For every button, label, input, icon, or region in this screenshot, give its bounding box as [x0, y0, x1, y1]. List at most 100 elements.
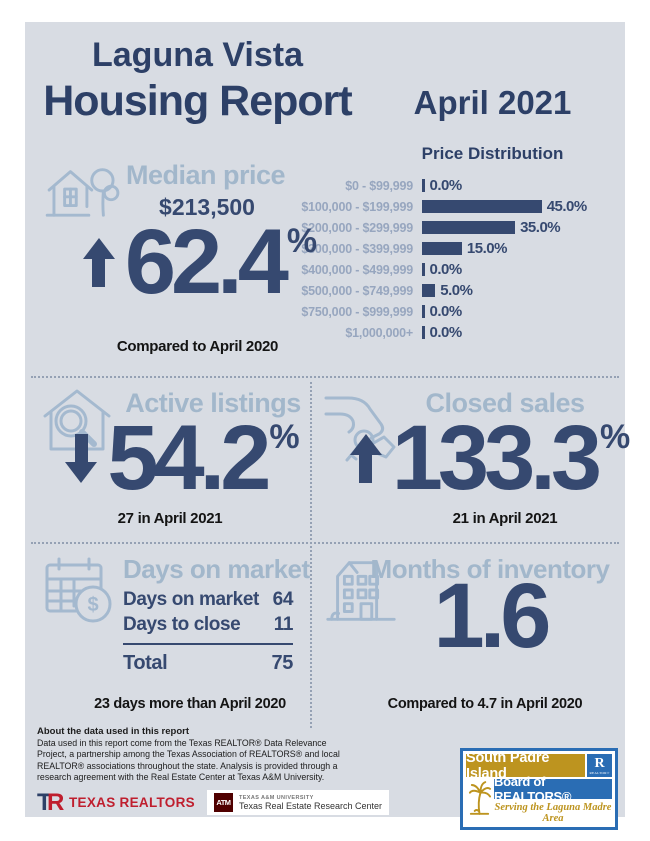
row-label: Days on market	[123, 589, 259, 610]
chart-bar	[422, 200, 542, 213]
months-of-inventory-stat: 1.6	[400, 570, 580, 662]
median-price-label: Median price	[126, 160, 286, 190]
tr-mark-r: R	[47, 788, 65, 816]
chart-bar	[422, 242, 462, 255]
tamu-research-center-logo: ATM TEXAS A&M UNIVERSITY Texas Real Esta…	[206, 790, 390, 815]
chart-category-label: $300,000 - $399,999	[301, 241, 413, 256]
chart-bar	[422, 326, 425, 339]
chart-value-label: 15.0%	[466, 240, 508, 257]
row-value: 11	[273, 613, 294, 635]
chart-value-label: 0.0%	[429, 261, 463, 278]
south-padre-island-board-badge: South Padre Island R REALTOR® Board of R…	[460, 748, 618, 830]
divider-vertical	[310, 382, 312, 728]
price-distribution-chart: $0 - $99,999 0.0% $100,000 - $199,999 45.0%…	[250, 175, 622, 343]
chart-bar	[422, 263, 425, 276]
chart-category-label: $0 - $99,999	[345, 178, 413, 193]
table-row: Days to close 11	[123, 613, 293, 638]
chart-bar	[422, 221, 516, 234]
footer-logos: T R TEXAS REALTORS ATM TEXAS A&M UNIVERS…	[37, 788, 390, 816]
active-listings-note: 27 in April 2021	[117, 510, 223, 527]
median-price-note: Compared to April 2020	[116, 338, 279, 355]
house-magnifier-icon	[37, 384, 117, 462]
calendar-dollar-icon: $	[41, 554, 119, 626]
chart-row: $750,000 - $999,999 0.0%	[250, 301, 622, 322]
chart-category-label: $200,000 - $299,999	[301, 220, 413, 235]
days-on-market-label: Days on market	[123, 554, 310, 584]
chart-value-label: 5.0%	[440, 282, 473, 299]
table-total-row: Total 75	[123, 650, 293, 676]
chart-row: $300,000 - $399,999 15.0%	[250, 238, 622, 259]
median-price-percent-sign: %	[286, 222, 318, 260]
about-section: About the data used in this report Data …	[37, 726, 367, 784]
tamu-university-label: TEXAS A&M UNIVERSITY	[238, 794, 314, 801]
chart-category-label: $1,000,000+	[345, 325, 413, 340]
realtor-r-logo-icon: R REALTOR®	[587, 754, 612, 777]
months-of-inventory-value: 1.6	[433, 565, 552, 667]
chart-category-label: $400,000 - $499,999	[301, 262, 413, 277]
chart-row: $0 - $99,999 0.0%	[250, 175, 622, 196]
chart-row: $400,000 - $499,999 0.0%	[250, 259, 622, 280]
closed-sales-stat: 133.3 %	[349, 407, 630, 509]
badge-tagline: Serving the Laguna Madre Area	[494, 802, 612, 824]
up-arrow-icon	[82, 238, 115, 288]
chart-category-label: $750,000 - $999,999	[301, 304, 413, 319]
row-label: Days to close	[123, 613, 241, 635]
report-period: April 2021	[413, 84, 572, 121]
about-title: About the data used in this report	[37, 726, 190, 737]
realtor-r-letter: R	[594, 755, 605, 771]
chart-row: $200,000 - $299,999 35.0%	[250, 217, 622, 238]
chart-value-label: 0.0%	[429, 324, 463, 341]
palm-tree-icon	[468, 781, 492, 815]
texas-realtors-wordmark: TEXAS REALTORS	[69, 795, 195, 810]
price-distribution-title: Price Distribution	[421, 144, 564, 163]
realtor-r-caption: REALTOR®	[589, 770, 610, 775]
chart-category-label: $500,000 - $749,999	[301, 283, 413, 298]
chart-value-label: 0.0%	[429, 177, 463, 194]
chart-row: $500,000 - $749,999 5.0%	[250, 280, 622, 301]
badge-board-name: Board of REALTORS®	[494, 774, 612, 804]
about-text: Data used in this report come from the T…	[37, 738, 340, 783]
tamu-center-label: Texas Real Estate Research Center	[238, 800, 383, 811]
active-listings-change: 54.2	[107, 407, 271, 509]
up-arrow-icon	[349, 434, 382, 484]
median-price-stat: 62.4 %	[45, 216, 355, 308]
row-value: 64	[272, 589, 294, 610]
report-title-type: Housing Report	[43, 77, 352, 125]
chart-value-label: 35.0%	[520, 219, 561, 236]
days-on-market-note: 23 days more than April 2020	[94, 696, 286, 712]
divider-horizontal-1	[31, 376, 619, 378]
table-total-rule	[123, 643, 293, 646]
active-listings-label: Active listings	[125, 388, 301, 418]
divider-horizontal-2	[31, 542, 619, 544]
active-listings-percent-sign: %	[269, 418, 300, 456]
chart-value-label: 45.0%	[546, 198, 588, 215]
closed-sales-change: 133.3	[391, 407, 602, 509]
total-label: Total	[123, 652, 168, 675]
texas-realtors-logo-icon: T R	[37, 788, 65, 816]
chart-row: $1,000,000+ 0.0%	[250, 322, 622, 343]
chart-bar	[422, 284, 436, 297]
badge-body: Board of REALTORS® Serving the Laguna Ma…	[466, 774, 612, 824]
house-with-tree-icon	[43, 160, 125, 222]
report-title: Laguna Vista Housing Report	[25, 36, 370, 126]
active-listings-stat: 54.2 %	[55, 407, 310, 509]
report-title-city: Laguna Vista	[92, 36, 303, 74]
chart-category-label: $100,000 - $199,999	[301, 199, 413, 214]
closed-sales-label: Closed sales	[425, 388, 585, 418]
texas-realtors-logo: T R TEXAS REALTORS	[37, 788, 195, 816]
report-panel: Laguna Vista Housing Report April 2021 P…	[25, 22, 630, 830]
dollar-sign-glyph: $	[87, 594, 98, 616]
chart-row: $100,000 - $199,999 45.0%	[250, 196, 622, 217]
tr-mark-t: T	[37, 788, 52, 816]
months-of-inventory-note: Compared to 4.7 in April 2020	[387, 696, 583, 712]
median-price-value: $213,500	[159, 194, 255, 220]
chart-bar	[422, 305, 425, 318]
table-row: Days on market 64	[123, 588, 293, 613]
chart-value-label: 0.0%	[429, 303, 463, 320]
down-arrow-icon	[65, 434, 98, 484]
apartment-building-icon	[320, 554, 402, 628]
total-value: 75	[271, 652, 294, 675]
days-on-market-table: Days on market 64 Days to close 11 Total…	[123, 588, 293, 676]
months-of-inventory-label: Months of inventory	[370, 554, 610, 584]
